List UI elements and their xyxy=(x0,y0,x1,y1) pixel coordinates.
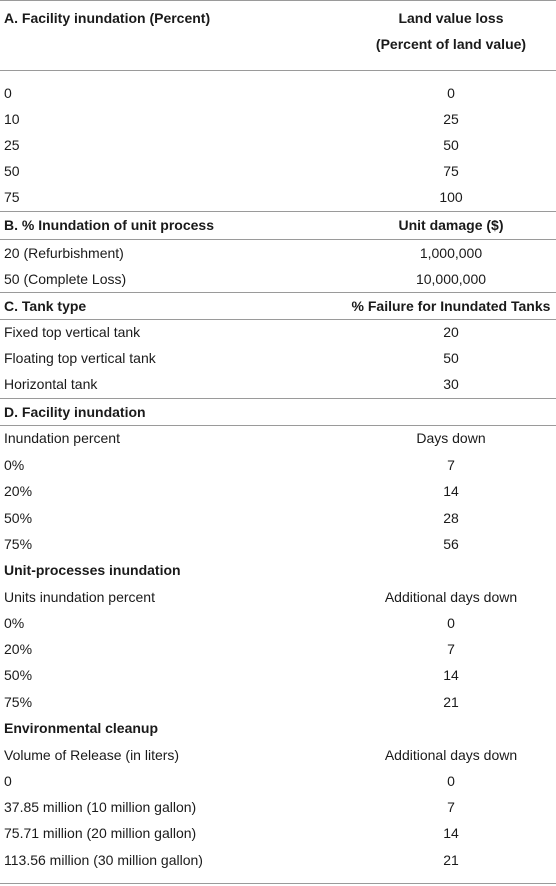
cell-left: 20% xyxy=(4,483,33,499)
table-row: Fixed top vertical tank 20 xyxy=(0,319,556,345)
cell-right: 100 xyxy=(439,189,463,205)
cell-left: 75% xyxy=(4,694,33,710)
column-header-row: Units inundation percent Additional days… xyxy=(0,584,556,610)
cell-right: 14 xyxy=(443,483,459,499)
cell-left: 75 xyxy=(4,189,20,205)
cell-right: 0 xyxy=(447,773,455,789)
section-b-header-rule xyxy=(0,239,556,240)
section-d-title: D. Facility inundation xyxy=(4,404,146,420)
cell-left: 50% xyxy=(4,667,33,683)
section-c-header-rule xyxy=(0,319,556,320)
section-b-bottom-rule xyxy=(0,292,556,293)
table-row: 113.56 million (30 million gallon) 21 xyxy=(0,847,556,873)
cell-right: 7 xyxy=(447,641,455,657)
cell-left: 75% xyxy=(4,536,33,552)
cell-right: 21 xyxy=(443,852,459,868)
column-header-right: Additional days down xyxy=(384,747,518,763)
unit-processes-title: Unit-processes inundation xyxy=(4,562,181,578)
section-a-header-right-line1: Land value loss xyxy=(398,10,504,26)
cell-right: 1,000,000 xyxy=(419,245,483,261)
cell-left: 50 xyxy=(4,163,20,179)
section-c-header: C. Tank type xyxy=(4,298,87,314)
cell-right: 50 xyxy=(443,137,459,153)
cell-left: 50 (Complete Loss) xyxy=(4,271,127,287)
cell-right: 14 xyxy=(443,825,459,841)
table-row: 75% 21 xyxy=(0,689,556,715)
table-row: 0% 7 xyxy=(0,452,556,478)
cell-right: 20 xyxy=(443,324,459,340)
cell-right: 30 xyxy=(443,376,459,392)
table-row: 50 (Complete Loss) 10,000,000 xyxy=(0,266,556,292)
cell-right: 7 xyxy=(447,799,455,815)
cell-right: 10,000,000 xyxy=(415,271,487,287)
cell-right: 0 xyxy=(447,85,455,101)
table-row: Horizontal tank 30 xyxy=(0,371,556,397)
column-header-right: Additional days down xyxy=(384,589,518,605)
table-row: 75.71 million (20 million gallon) 14 xyxy=(0,820,556,846)
cell-left: 0 xyxy=(4,85,12,101)
table-row: 0% 0 xyxy=(0,610,556,636)
bottom-rule xyxy=(0,883,556,884)
section-c-header-right: % Failure for Inundated Tanks xyxy=(351,298,551,314)
top-rule xyxy=(0,0,556,1)
cell-left: 20% xyxy=(4,641,33,657)
section-c-header-row: C. Tank type % Failure for Inundated Tan… xyxy=(0,293,556,319)
cell-right: 0 xyxy=(447,615,455,631)
column-header-right: Days down xyxy=(416,430,486,446)
cell-left: 37.85 million (10 million gallon) xyxy=(4,799,197,815)
section-a-header-right-line2: (Percent of land value) xyxy=(375,36,527,52)
table-row: 50 75 xyxy=(0,158,556,184)
table-row: Floating top vertical tank 50 xyxy=(0,345,556,371)
cell-left: 75.71 million (20 million gallon) xyxy=(4,825,197,841)
section-d-title-row: D. Facility inundation xyxy=(0,399,556,425)
cell-right: 50 xyxy=(443,350,459,366)
cell-left: 50% xyxy=(4,510,33,526)
section-d-title-rule xyxy=(0,425,556,426)
section-a-header: A. Facility inundation (Percent) xyxy=(4,10,211,26)
column-header-left: Inundation percent xyxy=(4,430,120,446)
table-row: 0 0 xyxy=(0,768,556,794)
table-row: 50% 28 xyxy=(0,505,556,531)
cell-left: 20 (Refurbishment) xyxy=(4,245,124,261)
table-row: 25 50 xyxy=(0,132,556,158)
section-b-header-right: Unit damage ($) xyxy=(398,217,504,233)
section-b-header: B. % Inundation of unit process xyxy=(4,217,214,233)
cell-left: Floating top vertical tank xyxy=(4,350,156,366)
table-row: 0 0 xyxy=(0,80,556,106)
cell-left: 0% xyxy=(4,457,25,473)
section-b-header-row: B. % Inundation of unit process Unit dam… xyxy=(0,212,556,238)
cell-right: 28 xyxy=(443,510,459,526)
cell-left: Fixed top vertical tank xyxy=(4,324,141,340)
cell-right: 75 xyxy=(443,163,459,179)
cell-left: Horizontal tank xyxy=(4,376,98,392)
section-a-bottom-rule xyxy=(0,211,556,212)
cell-right: 56 xyxy=(443,536,459,552)
table-row: 50% 14 xyxy=(0,662,556,688)
table-row: 75% 56 xyxy=(0,531,556,557)
section-c-bottom-rule xyxy=(0,398,556,399)
cell-left: 113.56 million (30 million gallon) xyxy=(4,852,203,868)
column-header-row: Volume of Release (in liters) Additional… xyxy=(0,742,556,768)
table-row: 20% 7 xyxy=(0,636,556,662)
cell-left: 25 xyxy=(4,137,20,153)
cell-right: 25 xyxy=(443,111,459,127)
subsection-title-row: Environmental cleanup xyxy=(0,715,556,741)
column-header-left: Units inundation percent xyxy=(4,589,155,605)
table-row: 10 25 xyxy=(0,106,556,132)
cell-right: 14 xyxy=(443,667,459,683)
cell-right: 7 xyxy=(447,457,455,473)
cell-left: 0 xyxy=(4,773,12,789)
subsection-title-row: Unit-processes inundation xyxy=(0,557,556,583)
table-row: 75 100 xyxy=(0,184,556,210)
column-header-row: Inundation percent Days down xyxy=(0,425,556,451)
environmental-cleanup-title: Environmental cleanup xyxy=(4,720,159,736)
section-a-header-rule xyxy=(0,70,556,71)
table-row: 20 (Refurbishment) 1,000,000 xyxy=(0,240,556,266)
column-header-left: Volume of Release (in liters) xyxy=(4,747,180,763)
cell-left: 10 xyxy=(4,111,20,127)
table-row: 37.85 million (10 million gallon) 7 xyxy=(0,794,556,820)
cell-right: 21 xyxy=(443,694,459,710)
table-row: 20% 14 xyxy=(0,478,556,504)
cell-left: 0% xyxy=(4,615,25,631)
